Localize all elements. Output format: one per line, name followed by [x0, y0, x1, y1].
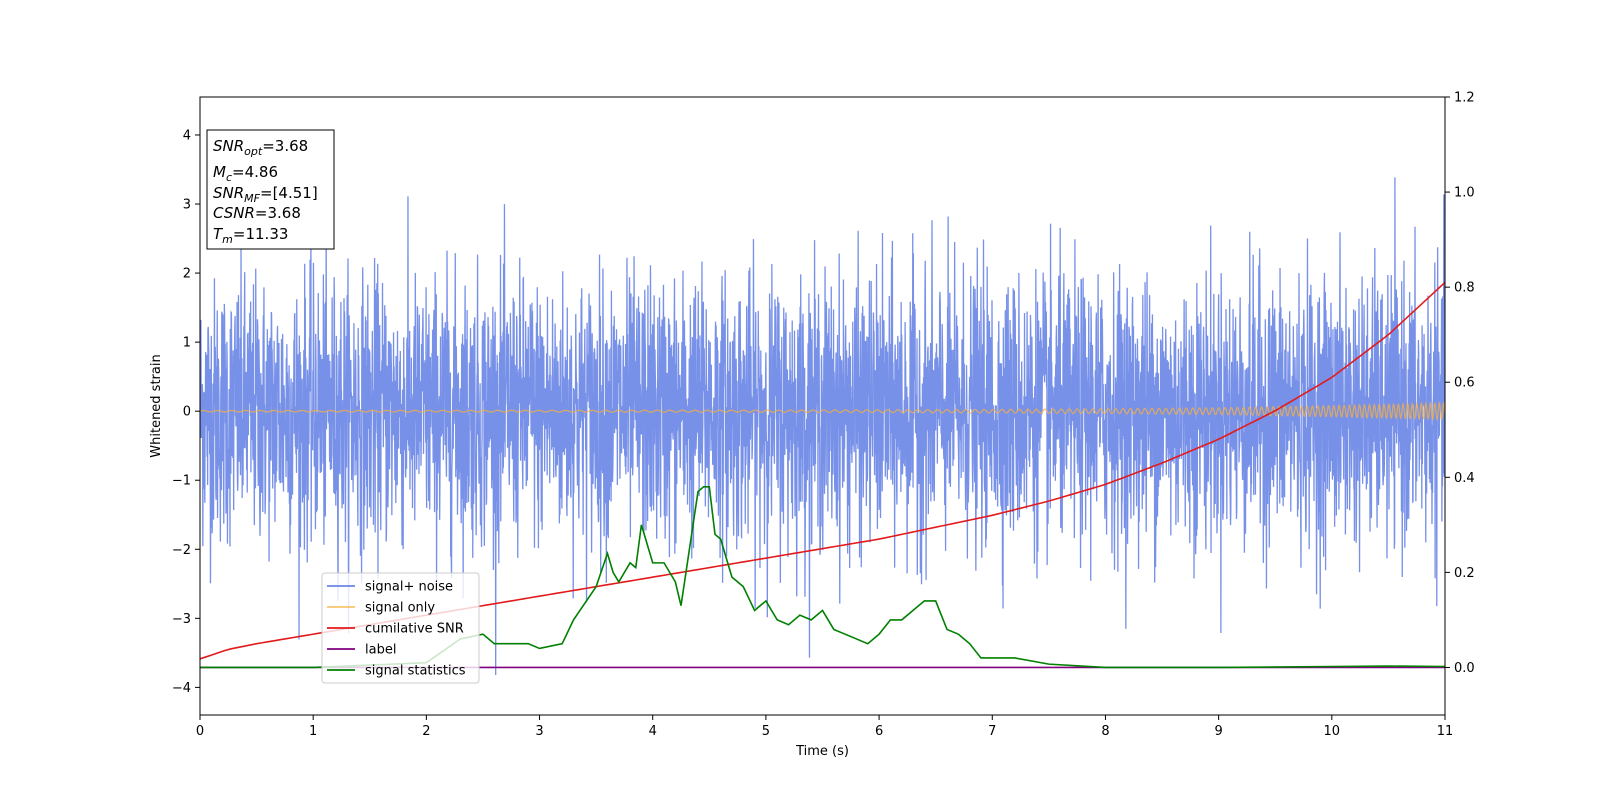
- y-left-tick-label: −2: [172, 543, 191, 558]
- legend-entry: signal only: [365, 601, 435, 616]
- y-left-tick-label: 2: [183, 267, 191, 282]
- annotation-line: SNRopt=3.68: [213, 137, 308, 158]
- x-axis-label: Time (s): [795, 744, 849, 759]
- legend-entry: label: [365, 643, 396, 658]
- y-left-tick-label: 1: [183, 336, 191, 351]
- legend-entry: signal statistics: [365, 664, 466, 679]
- plot-frame: [199, 96, 1446, 716]
- x-tick-label: 1: [309, 724, 317, 739]
- annotation-line: CSNR=3.68: [213, 204, 301, 222]
- x-tick-label: 9: [1214, 724, 1222, 739]
- annotation-line: SNRMF=[4.51]: [213, 184, 318, 205]
- x-tick-label: 2: [422, 724, 430, 739]
- annotation-line: Tm=11.33: [213, 225, 288, 246]
- x-tick-label: 8: [1101, 724, 1109, 739]
- y-right-tick-label: 1.2: [1454, 91, 1475, 106]
- y-right-tick-label: 0.4: [1454, 471, 1475, 486]
- x-tick-label: 4: [649, 724, 657, 739]
- y-left-tick-label: −4: [172, 681, 191, 696]
- y-right-tick-label: 1.0: [1454, 186, 1475, 201]
- legend-entry: cumilative SNR: [365, 622, 464, 637]
- legend-box: [321, 572, 480, 684]
- x-tick-label: 3: [535, 724, 543, 739]
- y-right-tick-label: 0.6: [1454, 376, 1475, 391]
- annotation-line: Mc=4.86: [213, 163, 278, 184]
- x-tick-label: 10: [1324, 724, 1341, 739]
- y-axis-label: Whitened strain: [149, 354, 164, 457]
- y-right-tick-label: 0.0: [1454, 661, 1475, 676]
- series-signal-only-line: [200, 401, 1445, 422]
- y-right-tick-label: 0.8: [1454, 281, 1475, 296]
- y-left-tick-label: −1: [172, 474, 191, 489]
- x-tick-label: 11: [1437, 724, 1454, 739]
- annotation-box-frame: [206, 129, 335, 250]
- y-left-tick-label: 3: [183, 198, 191, 213]
- legend: signal+ noise signal only cumilative SNR la…: [321, 572, 480, 684]
- series-signal-statistics-line: [200, 486, 1445, 669]
- legend-entry: signal+ noise: [365, 580, 453, 595]
- x-tick-label: 7: [988, 724, 996, 739]
- x-tick-label: 5: [762, 724, 770, 739]
- y-left-tick-label: −3: [172, 612, 191, 627]
- y-left-tick-label: 0: [183, 405, 191, 420]
- y-left-tick-label: 4: [183, 128, 191, 143]
- y-right-tick-label: 0.2: [1454, 566, 1475, 581]
- x-tick-label: 6: [875, 724, 883, 739]
- x-tick-label: 0: [196, 724, 204, 739]
